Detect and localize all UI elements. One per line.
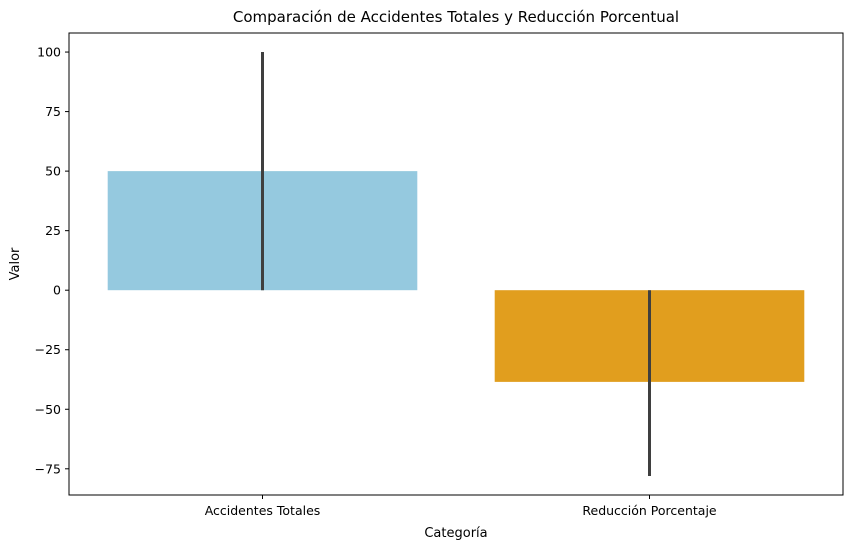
y-tick-label: 50 [45, 164, 61, 179]
y-tick-label: 75 [45, 104, 61, 119]
x-tick-label: Accidentes Totales [205, 503, 321, 518]
y-axis-label: Valor [8, 247, 23, 280]
axes-frame [68, 32, 844, 496]
chart-title: Comparación de Accidentes Totales y Redu… [233, 8, 679, 26]
y-tick-label: −50 [35, 402, 61, 417]
y-tick-label: −75 [35, 461, 61, 476]
y-tick-label: 25 [45, 223, 61, 238]
y-tick-label: −25 [35, 342, 61, 357]
x-tick-label: Reducción Porcentaje [582, 503, 717, 518]
y-tick-label: 0 [53, 283, 61, 298]
x-axis-label: Categoría [424, 526, 487, 541]
plot-area: −75 −50 −25 0 25 50 75 100 Accidentes Totales Red… [35, 32, 844, 518]
y-tick-label: 100 [37, 45, 61, 60]
